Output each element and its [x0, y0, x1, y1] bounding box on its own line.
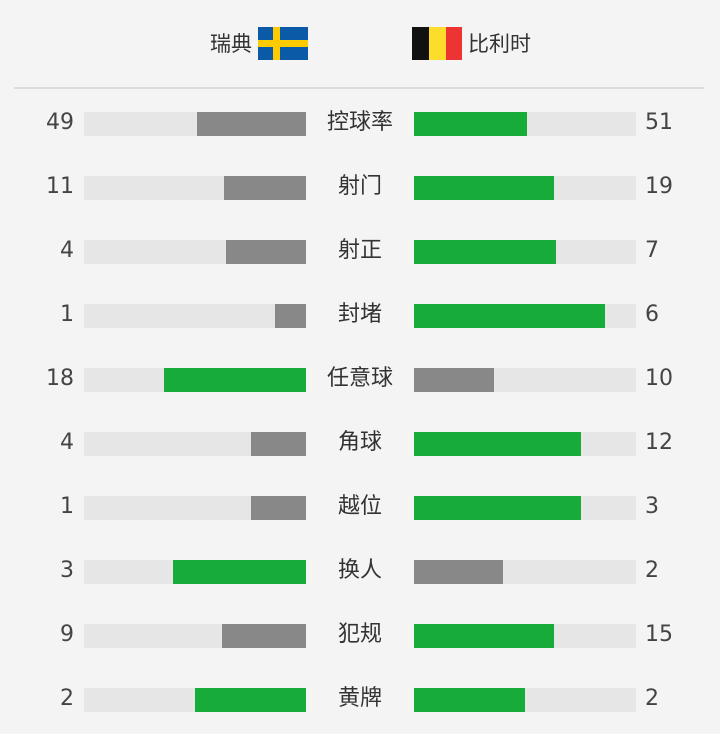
away-stat-bar: [414, 112, 528, 136]
away-stat-value: 2: [645, 686, 659, 711]
home-stat-value: 18: [46, 366, 74, 391]
away-stat-bar-track: [414, 368, 636, 392]
away-stat-value: 12: [645, 430, 673, 455]
home-stat-value: 1: [60, 302, 74, 327]
away-stat-bar: [414, 624, 554, 648]
home-stat-bar: [226, 240, 306, 264]
home-stat-bar: [195, 688, 306, 712]
home-stat-bar-track: [84, 176, 306, 200]
away-stat-bar: [414, 688, 525, 712]
home-stat-bar: [221, 624, 306, 648]
away-stat-value: 51: [645, 110, 673, 135]
away-stat-bar-track: [414, 240, 636, 264]
home-stat-value: 1: [60, 494, 74, 519]
home-stat-bar-track: [84, 560, 306, 584]
away-stat-bar-track: [414, 304, 636, 328]
home-stat-value: 4: [60, 238, 74, 263]
away-stat-bar: [414, 176, 554, 200]
sweden-flag-icon: [258, 27, 308, 60]
stat-row: 3 换人 2: [0, 539, 720, 603]
away-stat-value: 2: [645, 558, 659, 583]
stat-label: 换人: [337, 558, 382, 583]
home-stat-bar-track: [84, 368, 306, 392]
away-stat-bar-track: [414, 112, 636, 136]
away-stat-bar-track: [414, 176, 636, 200]
header-divider: [14, 87, 704, 89]
home-stat-bar-track: [84, 304, 306, 328]
away-stat-value: 15: [645, 622, 673, 647]
belgium-flag-icon: [412, 27, 462, 60]
home-stat-bar-track: [84, 432, 306, 456]
stat-row: 49 控球率 51: [0, 91, 720, 155]
stat-row: 9 犯规 15: [0, 603, 720, 667]
stat-row: 18 任意球 10: [0, 347, 720, 411]
away-stat-bar: [414, 304, 605, 328]
away-stat-bar-track: [414, 688, 636, 712]
home-stat-bar: [172, 560, 306, 584]
stat-label: 封堵: [337, 302, 382, 327]
home-stat-bar: [250, 496, 306, 520]
home-stat-bar: [163, 368, 306, 392]
stats-list: 49 控球率 51 11 射门 19 4 射正 7 1: [0, 91, 720, 731]
home-stat-bar-track: [84, 688, 306, 712]
stat-label: 控球率: [326, 110, 393, 135]
stat-label: 任意球: [326, 366, 393, 391]
home-stat-bar-track: [84, 496, 306, 520]
away-stat-value: 10: [645, 366, 673, 391]
match-header: 瑞典 比利时: [0, 0, 720, 89]
home-stat-value: 2: [60, 686, 74, 711]
stat-label: 射正: [337, 238, 382, 263]
away-stat-value: 3: [645, 494, 659, 519]
stat-row: 2 黄牌 2: [0, 667, 720, 731]
away-stat-bar: [414, 496, 581, 520]
stat-row: 11 射门 19: [0, 155, 720, 219]
home-stat-value: 3: [60, 558, 74, 583]
away-stat-value: 6: [645, 302, 659, 327]
home-stat-bar: [197, 112, 306, 136]
stat-row: 4 角球 12: [0, 411, 720, 475]
away-stat-bar-track: [414, 560, 636, 584]
stat-row: 1 越位 3: [0, 475, 720, 539]
home-stat-value: 4: [60, 430, 74, 455]
away-stat-bar: [414, 432, 581, 456]
stat-label: 射门: [337, 174, 382, 199]
away-stat-value: 7: [645, 238, 659, 263]
stat-label: 犯规: [337, 622, 382, 647]
away-stat-bar-track: [414, 624, 636, 648]
home-stat-bar-track: [84, 112, 306, 136]
stat-label: 角球: [337, 430, 382, 455]
away-team-name: 比利时: [468, 32, 531, 56]
home-stat-bar-track: [84, 624, 306, 648]
stat-label: 越位: [337, 494, 382, 519]
stat-label: 黄牌: [337, 686, 382, 711]
home-stat-bar-track: [84, 240, 306, 264]
away-stat-bar: [414, 560, 503, 584]
stat-row: 4 射正 7: [0, 219, 720, 283]
home-stat-bar: [274, 304, 306, 328]
home-stat-value: 49: [46, 110, 74, 135]
home-stat-bar: [223, 176, 306, 200]
home-stat-value: 9: [60, 622, 74, 647]
home-stat-bar: [250, 432, 306, 456]
away-stat-bar-track: [414, 496, 636, 520]
away-stat-bar-track: [414, 432, 636, 456]
away-stat-bar: [414, 240, 557, 264]
home-team-name: 瑞典: [210, 32, 252, 56]
stat-row: 1 封堵 6: [0, 283, 720, 347]
home-stat-value: 11: [46, 174, 74, 199]
away-stat-bar: [414, 368, 494, 392]
away-stat-value: 19: [645, 174, 673, 199]
